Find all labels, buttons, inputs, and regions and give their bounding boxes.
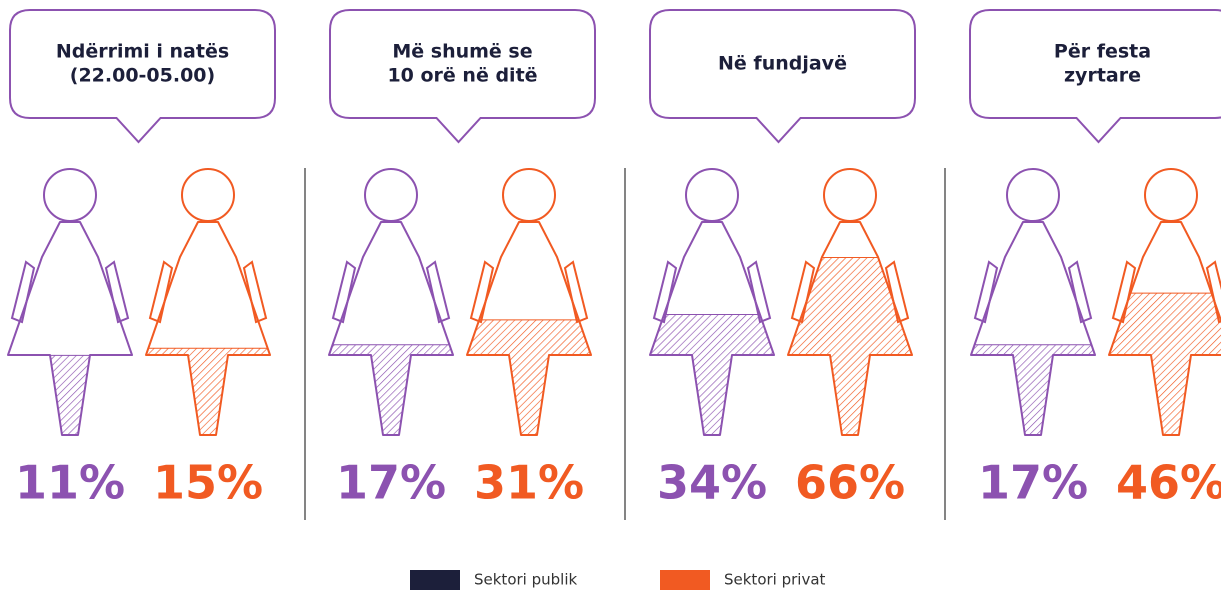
figure-arm (1067, 260, 1093, 324)
figure-head (823, 168, 877, 222)
figure-arm (973, 260, 999, 324)
value-label: 11% (15, 456, 125, 510)
figure-arm (104, 260, 130, 324)
figure-arm (469, 260, 495, 324)
callout (9, 9, 276, 144)
value-label: 31% (474, 456, 584, 510)
value-label: 15% (153, 456, 263, 510)
callout-title: (22.00-05.00) (70, 65, 215, 87)
figure-body (787, 221, 913, 436)
value-label: 46% (1116, 456, 1221, 510)
figure-head (502, 168, 556, 222)
figure-arm (790, 260, 816, 324)
figure-arm (652, 260, 678, 324)
legend-swatch (660, 570, 710, 590)
figure-arm (563, 260, 589, 324)
fill-level (971, 344, 1095, 435)
figure-arm (1205, 260, 1221, 324)
callout (329, 9, 596, 144)
callout (969, 9, 1221, 144)
figure-head (364, 168, 418, 222)
fill-level (329, 344, 453, 435)
figure-body (970, 221, 1096, 436)
figure-arm (148, 260, 174, 324)
callout-title: Për festa (1054, 41, 1151, 63)
value-label: 34% (657, 456, 767, 510)
fill-level (146, 348, 270, 435)
figure-body (145, 221, 271, 436)
value-label: 17% (336, 456, 446, 510)
callout-title: Ndërrimi i natës (56, 41, 229, 63)
legend-label: Sektori publik (474, 571, 577, 589)
figure-body (328, 221, 454, 436)
callout-title: 10 orë në ditë (387, 65, 537, 87)
value-label: 66% (795, 456, 905, 510)
callout (649, 9, 916, 144)
fill-level (8, 355, 132, 435)
figure-body (7, 221, 133, 436)
callout-title: Në fundjavë (718, 53, 847, 75)
callout-title: zyrtare (1064, 65, 1141, 87)
figure-arm (746, 260, 772, 324)
figure-head (181, 168, 235, 222)
callout-title: Më shumë se (392, 41, 532, 63)
legend-swatch (410, 570, 460, 590)
value-label: 17% (978, 456, 1088, 510)
figure-head (1144, 168, 1198, 222)
figure-body (1108, 221, 1221, 436)
legend-label: Sektori privat (724, 571, 826, 589)
figure-arm (884, 260, 910, 324)
figure-arm (242, 260, 268, 324)
figure-arm (331, 260, 357, 324)
figure-body (466, 221, 592, 436)
figure-arm (10, 260, 36, 324)
figure-arm (425, 260, 451, 324)
figure-head (43, 168, 97, 222)
figure-head (1006, 168, 1060, 222)
figure-head (685, 168, 739, 222)
figure-arm (1111, 260, 1137, 324)
figure-body (649, 221, 775, 436)
fill-level (467, 319, 591, 435)
fill-level (650, 314, 774, 435)
